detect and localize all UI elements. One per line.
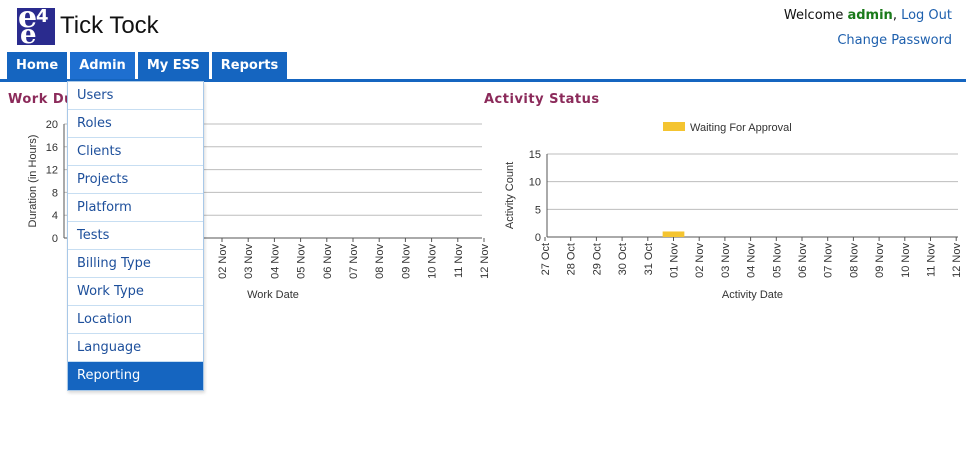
y-tick-label: 0 [52,233,58,245]
y-tick-label: 5 [535,204,541,216]
menu-item-platform[interactable]: Platform [68,194,203,222]
y-tick-label: 0 [535,232,541,244]
x-tick-label: 07 Nov [348,244,360,279]
menu-item-reporting-hierarchy[interactable]: Reporting Hierarchy [68,362,203,410]
menu-item-location[interactable]: Location [68,306,203,334]
x-tick-label: 29 Oct [591,243,603,275]
logo-letter-e-lower: e [20,20,37,45]
legend-swatch [663,122,685,131]
nav-my-ess[interactable]: My ESS [137,52,209,80]
x-axis-label: Activity Date [722,289,783,301]
y-tick-label: 10 [529,177,541,189]
menu-item-billing-type[interactable]: Billing Type [68,250,203,278]
menu-item-users[interactable]: Users [68,82,203,110]
x-tick-label: 08 Nov [848,243,860,278]
menu-item-clients[interactable]: Clients [68,138,203,166]
y-tick-label: 4 [52,210,58,222]
x-tick-label: 08 Nov [374,244,386,279]
menu-item-roles[interactable]: Roles [68,110,203,138]
menu-item-tests[interactable]: Tests [68,222,203,250]
nav-reports[interactable]: Reports [211,52,288,80]
x-tick-label: 10 Nov [900,243,912,278]
username: admin [847,8,893,23]
logo-letter-e: e [18,8,38,35]
nav-underline [0,79,966,82]
x-tick-label: 31 Oct [643,243,655,275]
x-tick-label: 06 Nov [322,244,334,279]
x-tick-label: 02 Nov [217,244,229,279]
work-duration-chart: 20 16 12 8 4 0 02 Nov 03 Nov 04 Nov 05 Nov 06 Nov 0… [27,119,490,301]
x-tick-label: 07 Nov [823,243,835,278]
y-tick-label: 20 [46,119,58,131]
activity-status-title: Activity Status [484,92,600,107]
logo-number-4: 4 [36,8,49,27]
x-tick-label: 03 Nov [243,244,255,279]
y-tick-label: 8 [52,187,58,199]
nav-admin[interactable]: Admin [70,52,135,80]
activity-status-chart: 15 10 5 027 Oct 28 Oct 29 Oct 30 Oct 31 Oct 01 N… [504,122,963,301]
work-duration-title: Work Du [8,92,74,107]
y-tick-label: 16 [46,142,58,154]
x-tick-label: 02 Nov [694,243,706,278]
x-tick-label: 10 Nov [427,244,439,279]
y-tick-label: 12 [46,165,58,177]
x-tick-label: 05 Nov [296,244,308,279]
x-axis-label: Work Date [247,289,299,301]
x-tick-label: 06 Nov [797,243,809,278]
x-tick-label: 28 Oct [566,243,578,275]
legend-label: Waiting For Approval [690,122,792,134]
x-tick-label: 03 Nov [720,243,732,278]
x-tick-label: 09 Nov [874,243,886,278]
x-tick-label: 11 Nov [926,243,938,278]
x-tick-label: 11 Nov [453,244,465,279]
logout-link[interactable]: Log Out [901,8,952,23]
y-axis-label: Activity Count [504,162,516,229]
y-axis-label: Duration (in Hours) [27,135,39,228]
nav-home[interactable]: Home [7,52,68,80]
x-tick-label: 04 Nov [746,243,758,278]
welcome-text: Welcome [783,8,844,23]
x-tick-label: 27 Oct [540,243,552,275]
x-tick-label: 04 Nov [269,244,281,279]
user-greeting: Welcome admin, Log Out [783,8,952,23]
menu-item-language[interactable]: Language [68,334,203,362]
x-tick-label: 09 Nov [400,244,412,279]
admin-dropdown-menu: Users Roles Clients Projects Platform Te… [67,81,204,410]
main-nav: Home Admin My ESS Reports [7,52,288,80]
app-name: Tick Tock [60,12,159,39]
x-tick-label: 12 Nov [479,244,490,279]
y-tick-label: 15 [529,149,541,161]
e4e-logo: e 4 e [17,8,55,45]
x-tick-label: 01 Nov [669,243,681,278]
menu-item-work-type[interactable]: Work Type [68,278,203,306]
x-tick-label: 05 Nov [771,243,783,278]
x-tick-label: 30 Oct [617,243,629,275]
x-tick-label: 12 Nov [951,243,963,278]
change-password-link[interactable]: Change Password [837,33,952,48]
bar [662,231,685,237]
menu-item-projects[interactable]: Projects [68,166,203,194]
